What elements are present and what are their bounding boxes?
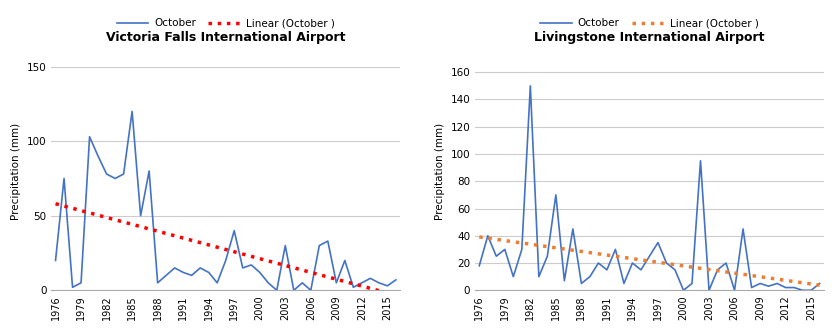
- Title: Victoria Falls International Airport: Victoria Falls International Airport: [106, 31, 346, 44]
- Title: Livingstone International Airport: Livingstone International Airport: [534, 31, 765, 44]
- Y-axis label: Precipitation (mm): Precipitation (mm): [11, 122, 21, 219]
- Legend: October, Linear (October ): October, Linear (October ): [113, 14, 339, 32]
- Y-axis label: Precipitation (mm): Precipitation (mm): [435, 122, 445, 219]
- Legend: October, Linear (October ): October, Linear (October ): [536, 14, 762, 32]
